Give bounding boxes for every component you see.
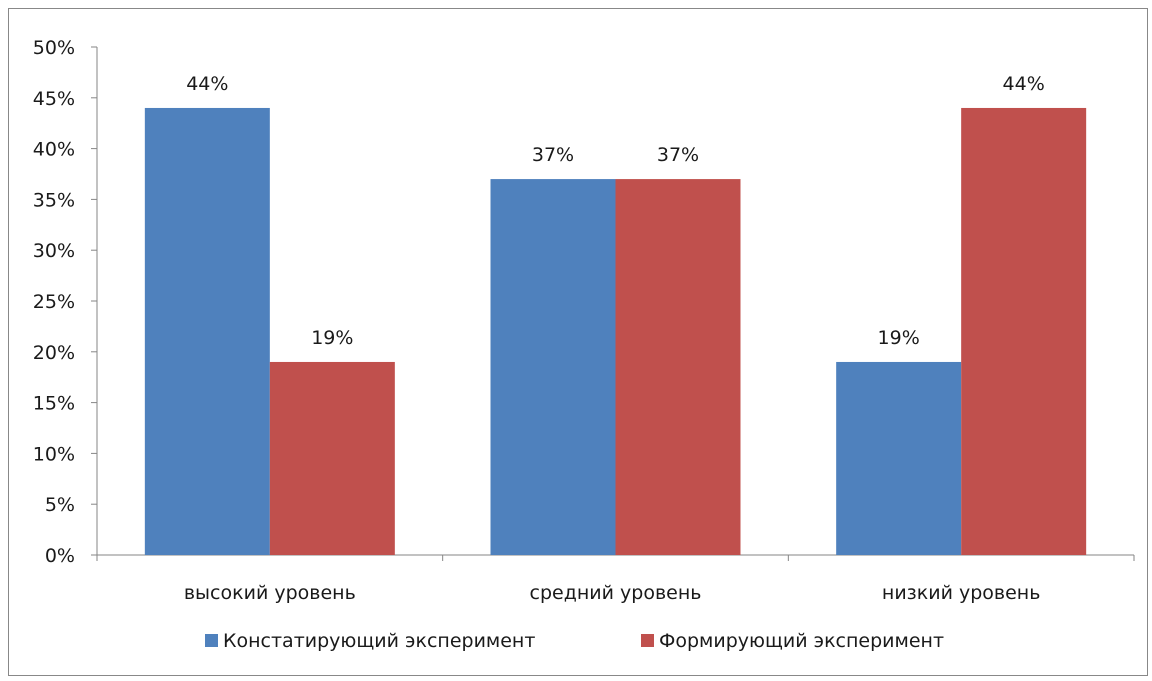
data-labels: 44% 19% 37% 37% 19% 44% <box>186 73 1045 349</box>
data-label: 37% <box>657 144 699 166</box>
y-tick-label: 35% <box>33 189 75 211</box>
bar[interactable] <box>615 179 741 555</box>
y-tick-label: 15% <box>33 393 75 415</box>
x-tick-label: средний уровень <box>530 582 702 604</box>
y-tick-label: 10% <box>33 443 75 465</box>
bar[interactable] <box>836 361 962 555</box>
y-tick-label: 40% <box>33 139 75 161</box>
y-tick-label: 45% <box>33 88 75 110</box>
x-tick-label: высокий уровень <box>184 582 356 604</box>
axes: 0% 5% 10% 15% 20% 25% 30% 35% 40% 45% 50% высокий у… <box>33 37 1135 604</box>
data-label: 44% <box>186 73 228 95</box>
legend-swatch <box>205 634 218 647</box>
legend-label: Констатирующий эксперимент <box>223 630 535 652</box>
y-tick-label: 0% <box>45 545 75 567</box>
bar[interactable] <box>490 179 616 555</box>
x-tick-label: низкий уровень <box>882 582 1041 604</box>
y-tick-label: 25% <box>33 291 75 313</box>
legend: Констатирующий эксперимент Формирующий эк… <box>205 630 944 652</box>
y-tick-label: 50% <box>33 37 75 59</box>
bar-chart: 0% 5% 10% 15% 20% 25% 30% 35% 40% 45% 50% высокий у… <box>33 37 1135 652</box>
data-label: 44% <box>1003 73 1045 95</box>
legend-swatch <box>641 634 654 647</box>
data-label: 37% <box>532 144 574 166</box>
bar[interactable] <box>144 107 270 556</box>
y-tick-label: 30% <box>33 240 75 262</box>
bars <box>144 107 1087 556</box>
data-label: 19% <box>311 327 353 349</box>
y-tick-label: 20% <box>33 342 75 364</box>
bar[interactable] <box>269 361 395 555</box>
y-tick-label: 5% <box>45 494 75 516</box>
bar[interactable] <box>961 107 1087 556</box>
data-label: 19% <box>878 327 920 349</box>
legend-label: Формирующий эксперимент <box>659 630 944 652</box>
chart-frame: 0% 5% 10% 15% 20% 25% 30% 35% 40% 45% 50% высокий у… <box>8 8 1148 676</box>
